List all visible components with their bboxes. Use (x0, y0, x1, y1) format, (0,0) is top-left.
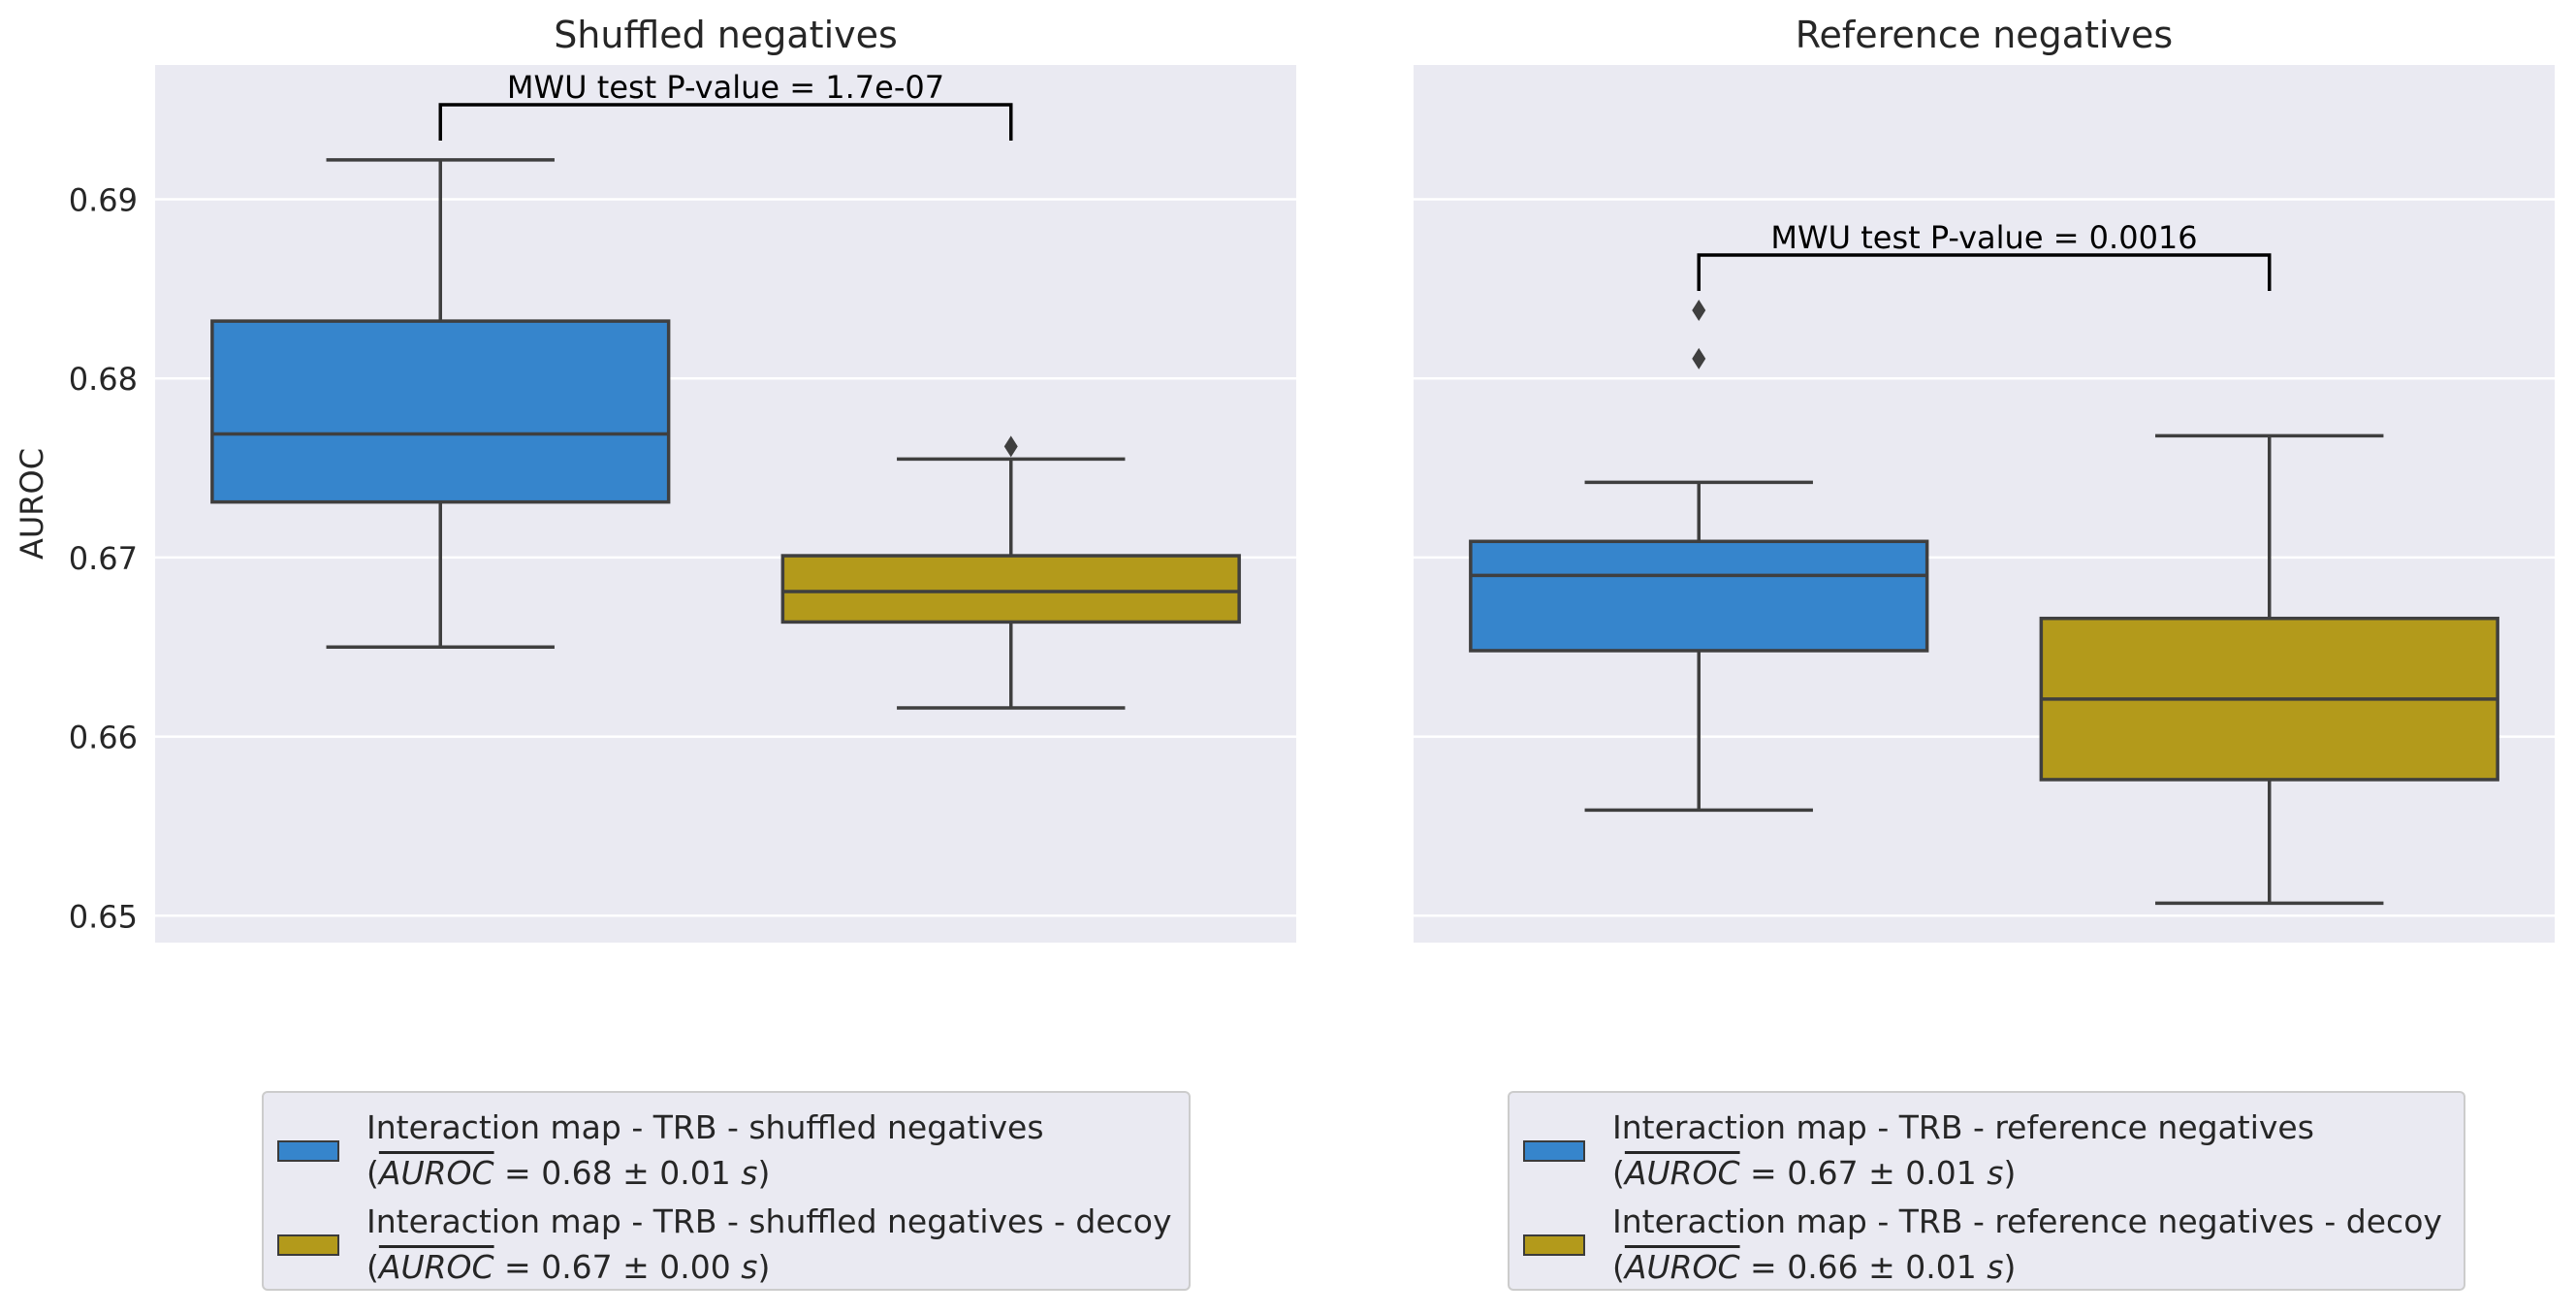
box-series-2 (2039, 433, 2499, 906)
chart-panel-2: Reference negatives MWU test P-value = 0.… (1414, 14, 2555, 943)
chart-title: Reference negatives (1796, 14, 2173, 56)
legend-mean-value: = 0.68 ± 0.01 (493, 1154, 742, 1192)
chart-panel-1: 0.65 0.66 0.67 0.68 0.69 AUROC Shuffled negati… (14, 14, 1296, 943)
legend-label: Interaction map - TRB - reference negati… (1612, 1199, 2442, 1290)
iqr-box (210, 319, 671, 504)
legend-swatch (277, 1140, 339, 1162)
legend-series-name: Interaction map - TRB - shuffled negativ… (366, 1108, 1044, 1146)
legend-unit: s (741, 1154, 758, 1192)
legend-series-name: Interaction map - TRB - reference negati… (1612, 1108, 2314, 1146)
y-tick-label: 0.67 (69, 540, 138, 577)
significance-annotation: MWU test P-value = 1.7e-07 (507, 69, 944, 106)
legend-mean-value: = 0.67 ± 0.00 (493, 1248, 742, 1286)
legend-unit: s (1987, 1154, 2004, 1192)
legend-metric: AUROC (378, 1154, 494, 1192)
legend-mean-value: = 0.66 ± 0.01 (1739, 1248, 1988, 1286)
legend-label: Interaction map - TRB - shuffled negativ… (366, 1199, 1172, 1290)
significance-annotation: MWU test P-value = 0.0016 (1770, 219, 2197, 256)
legend-1: Interaction map - TRB - shuffled negativ… (262, 1091, 1191, 1291)
legend-swatch (1523, 1140, 1585, 1162)
box-series-2 (780, 435, 1241, 710)
legend-metric: AUROC (1624, 1248, 1740, 1286)
legend-metric: AUROC (378, 1248, 494, 1286)
legend-mean-line: (AUROC = 0.68 ± 0.01 s) (366, 1154, 771, 1192)
outlier-marker (1692, 347, 1706, 369)
y-tick-label: 0.66 (69, 720, 138, 756)
plot-area (1414, 65, 2555, 943)
legend-series-name: Interaction map - TRB - shuffled negativ… (366, 1202, 1172, 1240)
legend-mean-line: (AUROC = 0.66 ± 0.01 s) (1612, 1248, 2017, 1286)
box-series-1 (210, 158, 671, 650)
legend-mean-line: (AUROC = 0.67 ± 0.01 s) (1612, 1154, 2017, 1192)
legend-label: Interaction map - TRB - reference negati… (1612, 1105, 2314, 1196)
legend-swatch (277, 1234, 339, 1256)
legend-series-name: Interaction map - TRB - reference negati… (1612, 1202, 2442, 1240)
iqr-box (780, 554, 1241, 625)
box-series-1 (1469, 300, 1929, 813)
outlier-marker (1692, 300, 1706, 322)
significance-bracket (438, 103, 1013, 141)
legend-2: Interaction map - TRB - reference negati… (1508, 1091, 2465, 1291)
legend-mean-line: (AUROC = 0.67 ± 0.00 s) (366, 1248, 771, 1286)
y-tick-label: 0.69 (69, 182, 138, 219)
iqr-box (1469, 539, 1929, 653)
y-tick-label: 0.68 (69, 361, 138, 398)
outlier-marker (1003, 435, 1018, 458)
legend-label: Interaction map - TRB - shuffled negativ… (366, 1105, 1044, 1196)
chart-title: Shuffled negatives (554, 14, 898, 56)
plot-area (155, 65, 1296, 943)
y-tick-label: 0.65 (69, 898, 138, 935)
legend-unit: s (1987, 1248, 2004, 1286)
legend-mean-value: = 0.67 ± 0.01 (1739, 1154, 1988, 1192)
legend-unit: s (741, 1248, 758, 1286)
legend-swatch (1523, 1234, 1585, 1256)
legend-metric: AUROC (1624, 1154, 1740, 1192)
y-axis-label: AUROC (14, 448, 50, 560)
significance-bracket (1697, 253, 2272, 291)
